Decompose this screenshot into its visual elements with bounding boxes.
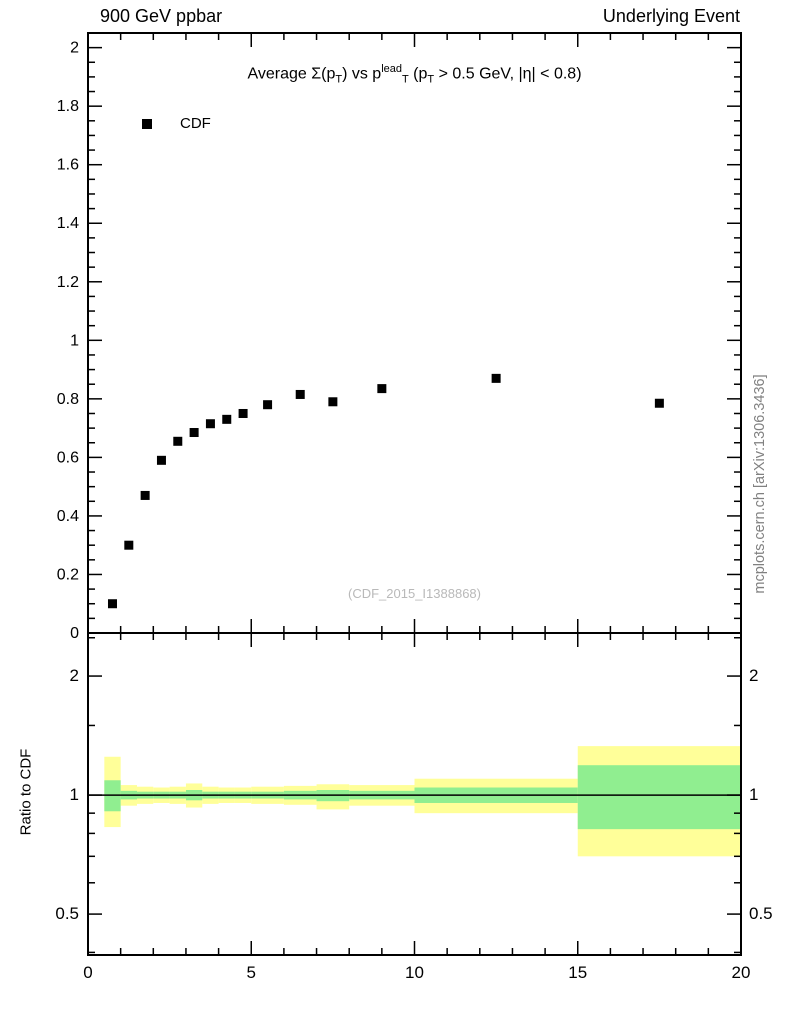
- svg-text:5: 5: [247, 963, 256, 982]
- svg-text:2: 2: [749, 666, 758, 685]
- analysis-id-watermark: (CDF_2015_I1388868): [348, 586, 481, 601]
- svg-text:1: 1: [749, 785, 758, 804]
- arxiv-credit: mcplots.cern.ch [arXiv:1306.3436]: [752, 374, 768, 594]
- svg-text:1.4: 1.4: [57, 215, 79, 232]
- legend-label: CDF: [180, 115, 211, 132]
- svg-text:1.8: 1.8: [57, 98, 79, 115]
- svg-text:1.2: 1.2: [57, 274, 79, 291]
- beam-energy-label: 900 GeV ppbar: [100, 6, 223, 26]
- svg-text:0.5: 0.5: [749, 904, 773, 923]
- svg-text:0.4: 0.4: [57, 508, 79, 525]
- svg-text:0: 0: [70, 625, 79, 642]
- topic-label: Underlying Event: [602, 6, 740, 26]
- svg-text:0.2: 0.2: [57, 566, 79, 583]
- legend: CDF: [142, 115, 211, 132]
- svg-text:0.8: 0.8: [57, 391, 79, 408]
- filled-square-marker-icon: [142, 118, 152, 129]
- svg-text:2: 2: [70, 666, 79, 685]
- svg-text:10: 10: [405, 963, 424, 982]
- svg-text:0.5: 0.5: [55, 904, 79, 923]
- svg-text:1: 1: [70, 332, 79, 349]
- svg-text:2: 2: [70, 40, 79, 57]
- svg-text:1: 1: [70, 785, 79, 804]
- svg-text:15: 15: [568, 963, 587, 982]
- svg-text:0.6: 0.6: [57, 449, 79, 466]
- svg-text:1.6: 1.6: [57, 157, 79, 174]
- svg-text:0: 0: [83, 963, 92, 982]
- plot-title: Average Σ(pT) vs pleadT (pT > 0.5 GeV, |…: [247, 63, 582, 86]
- ratio-axis-label: Ratio to CDF: [17, 748, 35, 836]
- svg-text:20: 20: [732, 963, 751, 982]
